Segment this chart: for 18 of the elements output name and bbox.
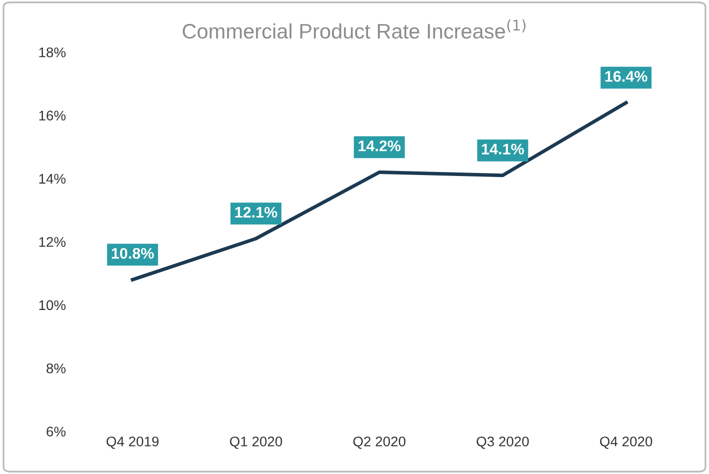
y-tick-label: 12% xyxy=(39,237,66,247)
data-label: 12.1% xyxy=(235,206,278,218)
y-tick-label: 18% xyxy=(39,47,66,58)
y-tick-label: 6% xyxy=(46,426,66,437)
y-tick-label: 10% xyxy=(39,300,66,310)
x-tick-label: Q2 2020 xyxy=(353,436,406,449)
x-tick-label: Q4 2020 xyxy=(600,436,652,449)
data-label: 14.1% xyxy=(482,144,524,154)
y-tick-label: 8% xyxy=(46,363,66,374)
data-label: 16.4% xyxy=(605,70,648,82)
x-tick-label: Q1 2020 xyxy=(230,436,282,449)
chart-title: Commercial Product Rate Increase$^{(1)}$ xyxy=(182,19,526,39)
x-tick-label: Q3 2020 xyxy=(476,436,529,449)
x-tick-label: Q4 2019 xyxy=(106,436,159,449)
y-tick-label: 14% xyxy=(39,174,66,184)
data-label: 10.8% xyxy=(112,248,154,259)
y-tick-label: 16% xyxy=(39,110,66,121)
data-label: 14.2% xyxy=(358,140,401,152)
